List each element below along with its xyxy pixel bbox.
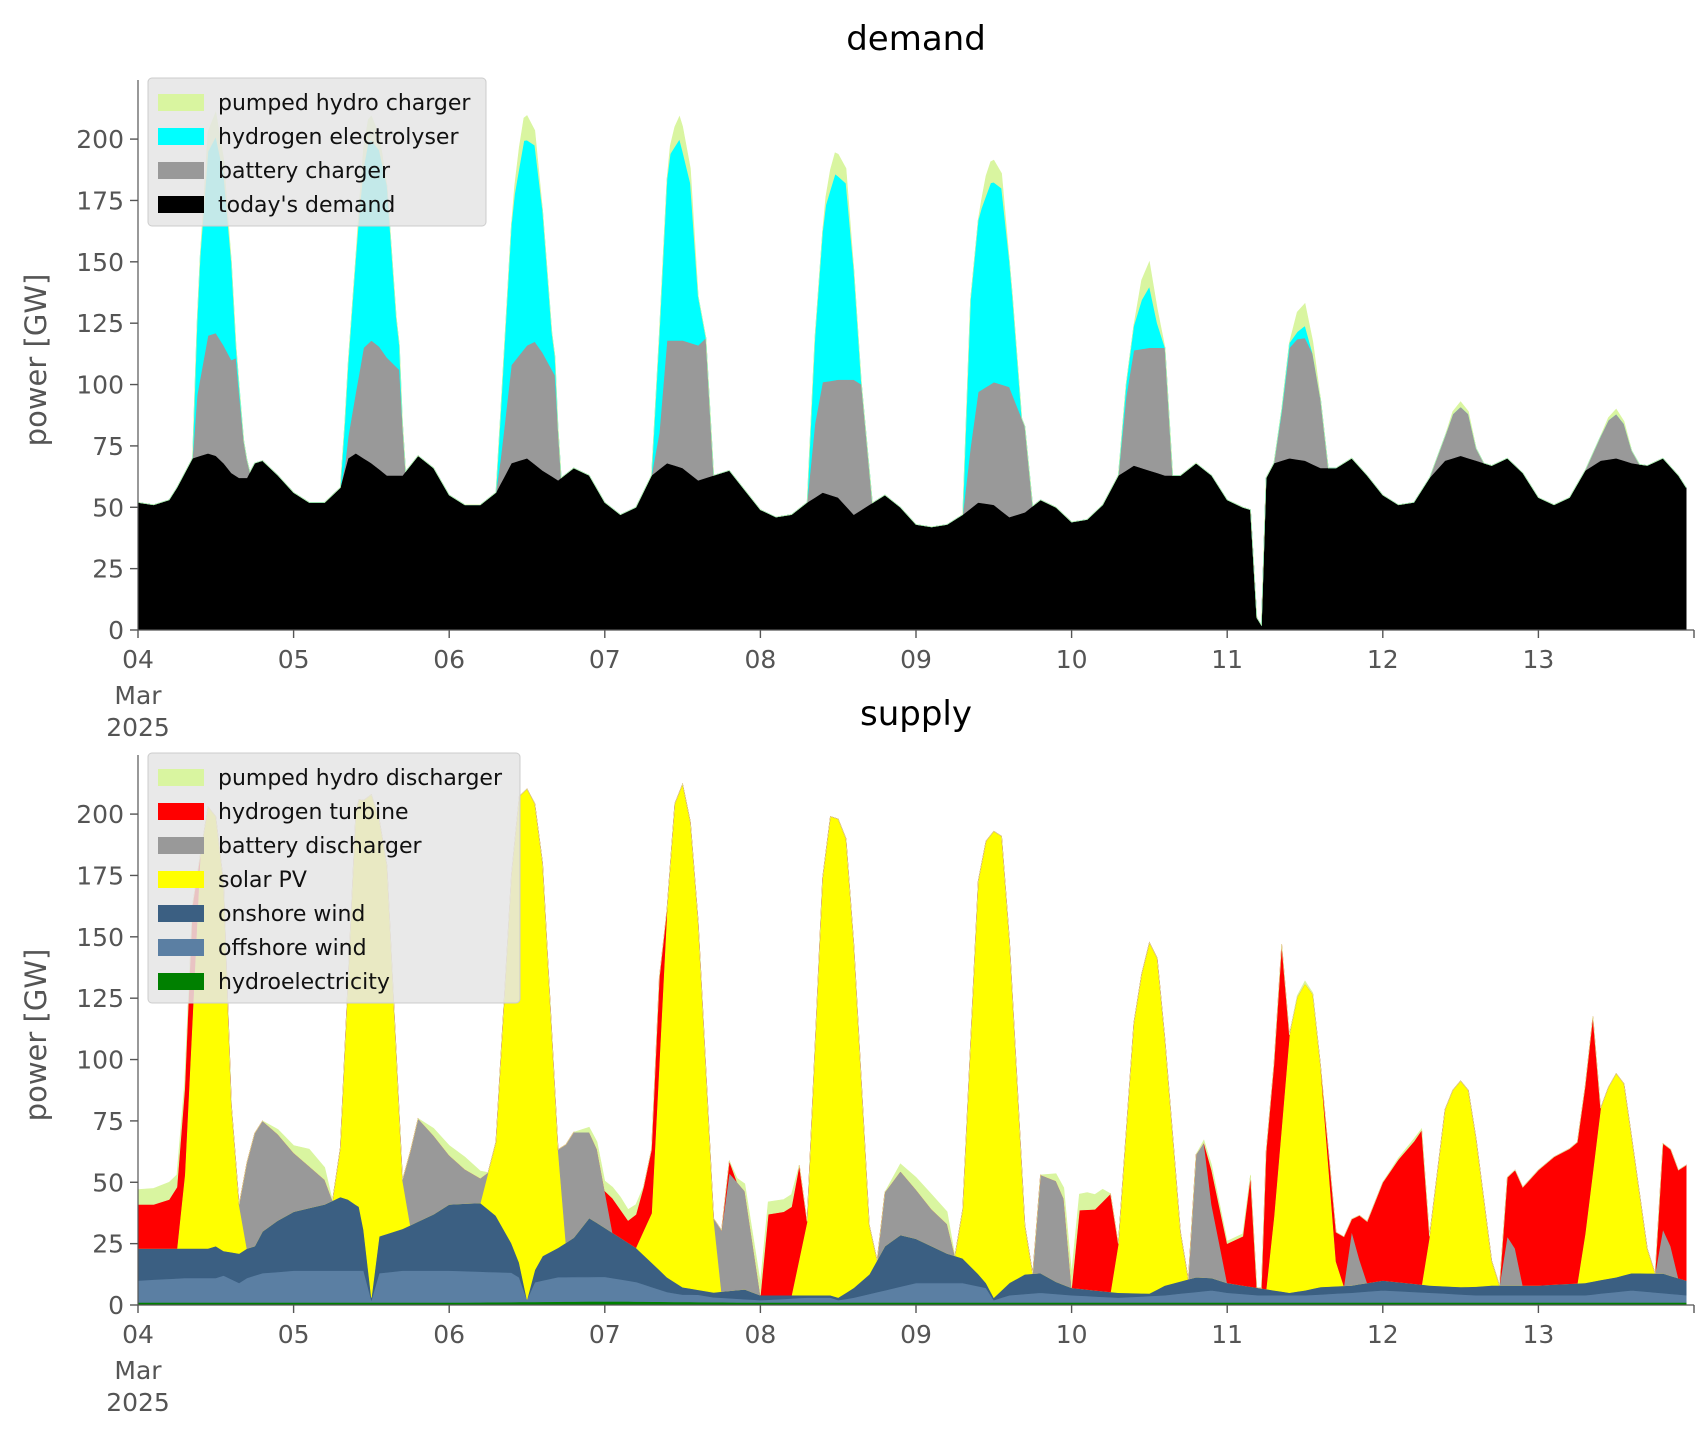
supply-legend-swatch xyxy=(158,939,204,956)
demand-legend-label: today's demand xyxy=(218,193,395,218)
demand-x-tick-label: 06 xyxy=(433,645,465,674)
demand-y-tick-label: 125 xyxy=(76,309,124,338)
demand-legend-label: battery charger xyxy=(218,159,391,184)
demand-y-tick-label: 50 xyxy=(92,493,124,522)
supply-legend: pumped hydro discharger hydrogen turbine b… xyxy=(147,752,521,1004)
supply-x-tick-label: 13 xyxy=(1522,1320,1554,1349)
supply-series-area-6 xyxy=(137,782,1687,1296)
demand-legend-label: hydrogen electrolyser xyxy=(218,125,459,150)
supply-legend-box xyxy=(147,752,521,1004)
demand-y-tick-label: 150 xyxy=(76,248,124,277)
supply-x-tick-label: 07 xyxy=(589,1320,621,1349)
supply-y-tick-label: 150 xyxy=(76,923,124,952)
supply-x-tick-label: 06 xyxy=(433,1320,465,1349)
supply-legend-swatch xyxy=(158,837,204,854)
supply-legend-label: hydrogen turbine xyxy=(218,800,409,825)
demand-x-tick-label: 09 xyxy=(900,645,932,674)
supply-x-tick-sublabel: Mar xyxy=(114,1356,162,1385)
supply-x-tick-label: 10 xyxy=(1056,1320,1088,1349)
supply-chart-title: supply xyxy=(860,694,972,734)
supply-legend-swatch xyxy=(158,973,204,990)
demand-x-tick-label: 13 xyxy=(1522,645,1554,674)
supply-legend-label: onshore wind xyxy=(218,902,365,927)
demand-panel: demand power [GW] 0 25 50 75 100 125 150 175 200 04… xyxy=(19,19,1695,742)
demand-x-tick-label: 07 xyxy=(589,645,621,674)
supply-x-tick-label: 12 xyxy=(1367,1320,1399,1349)
supply-panel: supply power [GW] 0 25 50 75 100 125 150 175 200 04… xyxy=(19,694,1695,1417)
supply-legend-label: pumped hydro discharger xyxy=(218,766,503,791)
supply-legend-swatch xyxy=(158,803,204,820)
demand-y-tick-label: 100 xyxy=(76,371,124,400)
demand-y-tick-label: 200 xyxy=(76,125,124,154)
demand-legend-swatch xyxy=(158,94,204,111)
demand-y-tick-label: 75 xyxy=(92,432,124,461)
demand-areas xyxy=(137,110,1687,631)
demand-series-area-0 xyxy=(137,452,1687,631)
supply-y-tick-label: 0 xyxy=(108,1291,124,1320)
demand-axes: 0 25 50 75 100 125 150 175 200 04 05 06 07 08 09 10 11 12… xyxy=(76,80,1695,742)
supply-y-tick-label: 125 xyxy=(76,984,124,1013)
supply-legend-label: hydroelectricity xyxy=(218,970,390,995)
demand-legend-swatch xyxy=(158,128,204,145)
supply-y-tick-label: 100 xyxy=(76,1046,124,1075)
demand-legend: pumped hydro charger hydrogen electrolyse… xyxy=(147,77,487,227)
demand-x-tick-sublabel: Mar xyxy=(114,681,162,710)
demand-x-tick-label: 11 xyxy=(1211,645,1243,674)
supply-y-tick-label: 50 xyxy=(92,1168,124,1197)
demand-series-area-3 xyxy=(137,110,1687,627)
demand-x-tick-label: 08 xyxy=(744,645,776,674)
demand-legend-swatch xyxy=(158,162,204,179)
supply-legend-swatch xyxy=(158,769,204,786)
supply-legend-label: offshore wind xyxy=(218,936,367,961)
supply-x-tick-label: 08 xyxy=(744,1320,776,1349)
demand-y-tick-label: 0 xyxy=(108,616,124,645)
supply-y-axis-label: power [GW] xyxy=(19,949,53,1122)
demand-chart-title: demand xyxy=(846,19,986,59)
supply-axes: 0 25 50 75 100 125 150 175 200 04 05 06 07 08 09 10 11 12… xyxy=(76,755,1695,1417)
supply-x-tick-sublabel: 2025 xyxy=(106,1388,170,1417)
supply-x-tick-label: 04 xyxy=(122,1320,154,1349)
demand-legend-swatch xyxy=(158,196,204,213)
supply-y-tick-label: 25 xyxy=(92,1230,124,1259)
demand-y-tick-label: 175 xyxy=(76,186,124,215)
supply-legend-swatch xyxy=(158,905,204,922)
demand-x-tick-label: 10 xyxy=(1056,645,1088,674)
demand-x-tick-label: 12 xyxy=(1367,645,1399,674)
demand-x-tick-sublabel: 2025 xyxy=(106,713,170,742)
demand-y-axis-label: power [GW] xyxy=(19,274,53,447)
demand-y-tick-label: 25 xyxy=(92,555,124,584)
demand-legend-label: pumped hydro charger xyxy=(218,91,471,116)
supply-y-tick-label: 175 xyxy=(76,861,124,890)
supply-x-tick-label: 09 xyxy=(900,1320,932,1349)
supply-areas xyxy=(137,782,1687,1306)
demand-legend-box xyxy=(147,77,487,227)
supply-y-tick-label: 75 xyxy=(92,1107,124,1136)
supply-x-tick-label: 11 xyxy=(1211,1320,1243,1349)
demand-x-tick-label: 04 xyxy=(122,645,154,674)
supply-legend-swatch xyxy=(158,871,204,888)
supply-legend-label: battery discharger xyxy=(218,834,423,859)
supply-x-tick-label: 05 xyxy=(278,1320,310,1349)
demand-x-tick-label: 05 xyxy=(278,645,310,674)
supply-legend-label: solar PV xyxy=(218,868,307,893)
supply-y-tick-label: 200 xyxy=(76,800,124,829)
